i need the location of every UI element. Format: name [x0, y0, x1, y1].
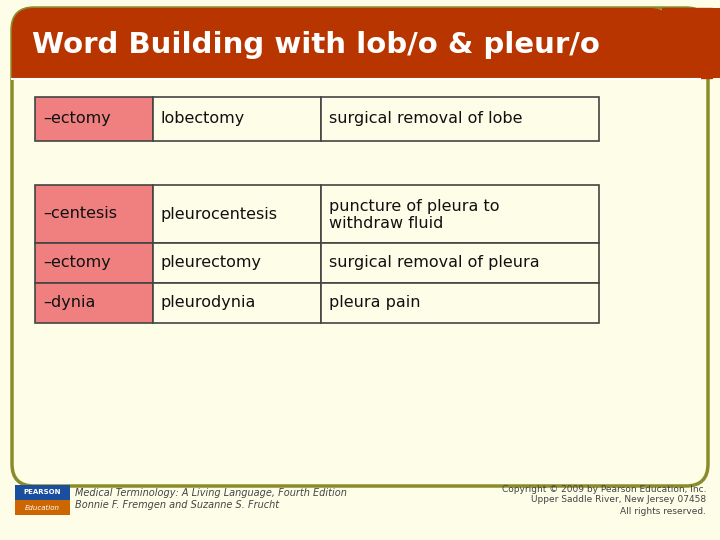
Text: –ectomy: –ectomy [43, 255, 111, 271]
FancyBboxPatch shape [153, 185, 321, 243]
FancyBboxPatch shape [321, 185, 599, 243]
Text: All rights reserved.: All rights reserved. [620, 507, 706, 516]
FancyBboxPatch shape [321, 97, 599, 141]
FancyBboxPatch shape [15, 500, 70, 515]
Text: surgical removal of lobe: surgical removal of lobe [329, 111, 523, 126]
Text: Bonnie F. Fremgen and Suzanne S. Frucht: Bonnie F. Fremgen and Suzanne S. Frucht [75, 500, 279, 510]
Text: Education: Education [25, 504, 60, 510]
FancyBboxPatch shape [12, 8, 672, 78]
FancyBboxPatch shape [153, 243, 321, 283]
FancyBboxPatch shape [35, 243, 153, 283]
Text: –centesis: –centesis [43, 206, 117, 221]
Polygon shape [12, 30, 672, 78]
Text: puncture of pleura to: puncture of pleura to [329, 199, 500, 214]
Polygon shape [662, 8, 712, 78]
Text: Word Building with lob/o & pleur/o: Word Building with lob/o & pleur/o [32, 31, 600, 59]
FancyBboxPatch shape [321, 243, 599, 283]
FancyBboxPatch shape [153, 283, 321, 323]
FancyBboxPatch shape [12, 8, 708, 486]
Text: pleurodynia: pleurodynia [161, 295, 256, 310]
Text: PEARSON: PEARSON [24, 489, 61, 496]
Text: –dynia: –dynia [43, 295, 95, 310]
Text: Copyright © 2009 by Pearson Education, Inc.: Copyright © 2009 by Pearson Education, I… [502, 484, 706, 494]
Text: pleura pain: pleura pain [329, 295, 420, 310]
Text: Upper Saddle River, New Jersey 07458: Upper Saddle River, New Jersey 07458 [531, 496, 706, 504]
Text: lobectomy: lobectomy [161, 111, 246, 126]
FancyBboxPatch shape [321, 283, 599, 323]
Text: –ectomy: –ectomy [43, 111, 111, 126]
Text: pleurocentesis: pleurocentesis [161, 206, 278, 221]
Text: pleurectomy: pleurectomy [161, 255, 262, 271]
FancyBboxPatch shape [35, 97, 153, 141]
FancyBboxPatch shape [15, 485, 70, 500]
FancyBboxPatch shape [35, 185, 153, 243]
Text: Medical Terminology: A Living Language, Fourth Edition: Medical Terminology: A Living Language, … [75, 488, 347, 498]
Text: withdraw fluid: withdraw fluid [329, 215, 444, 231]
FancyBboxPatch shape [35, 283, 153, 323]
FancyBboxPatch shape [662, 8, 720, 78]
FancyBboxPatch shape [153, 97, 321, 141]
Text: surgical removal of pleura: surgical removal of pleura [329, 255, 539, 271]
